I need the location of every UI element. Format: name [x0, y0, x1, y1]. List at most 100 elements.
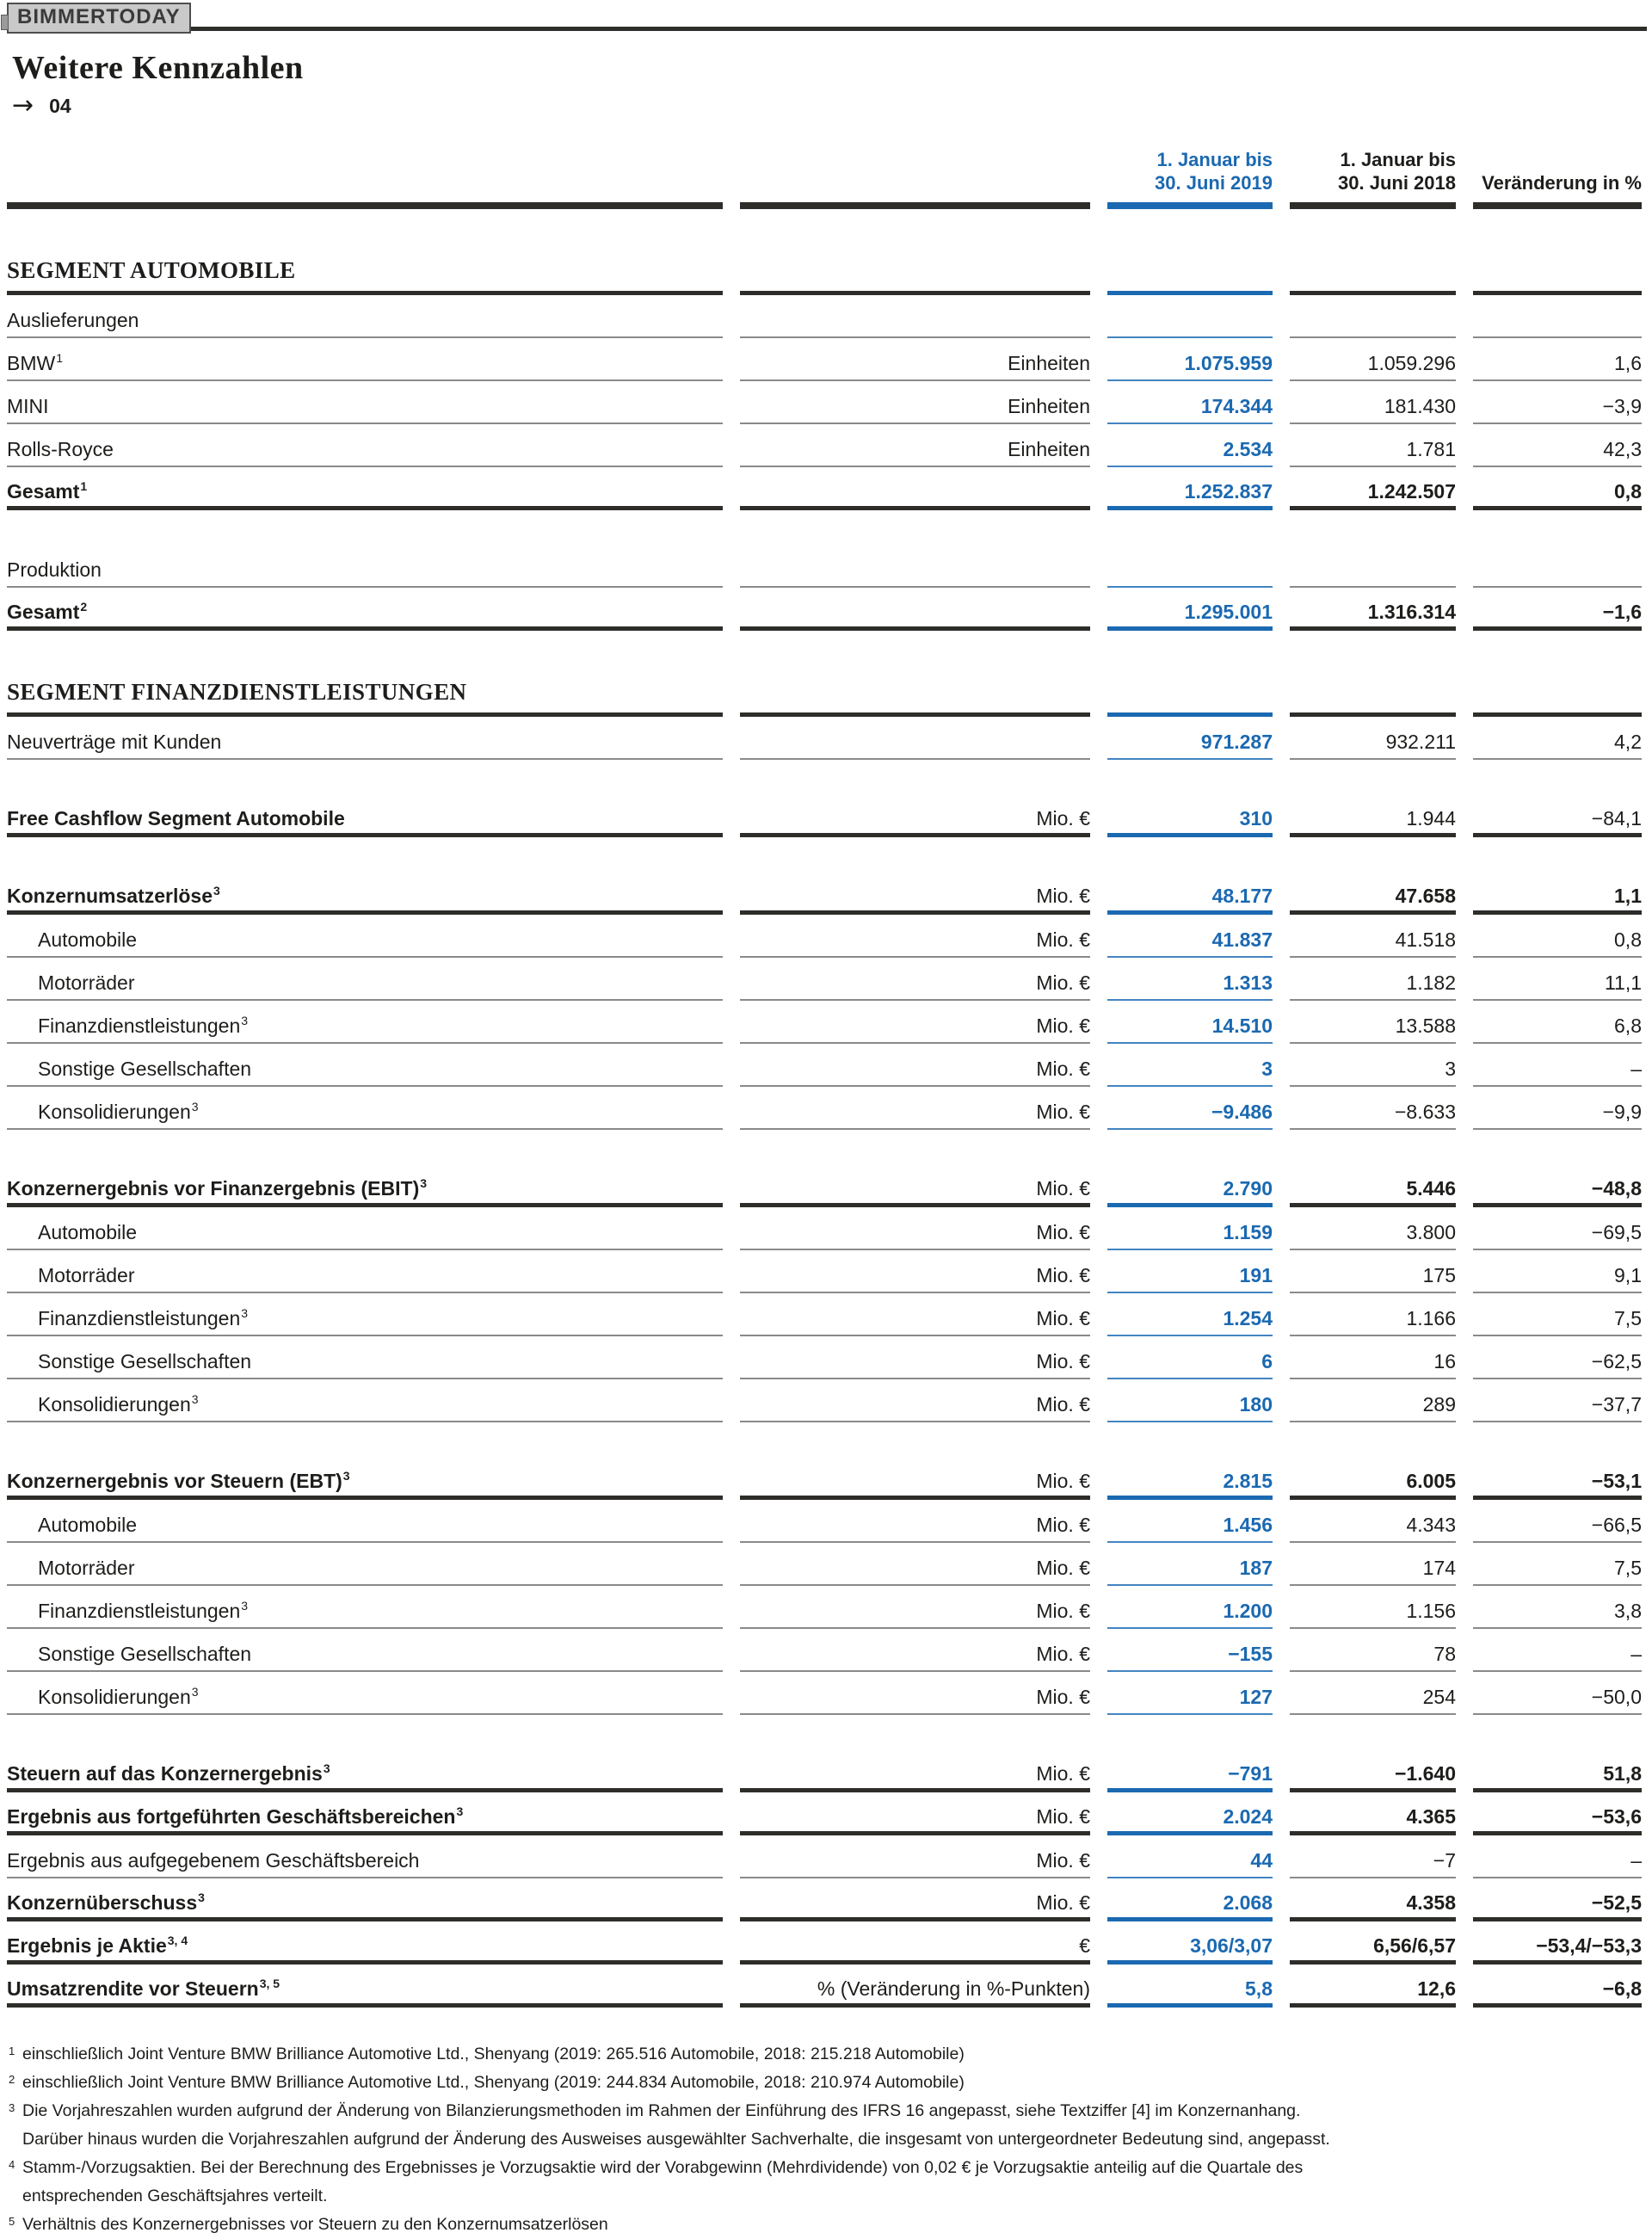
value-2018-cell: 174: [1290, 1543, 1456, 1586]
label-cell: Konsolidierungen3: [7, 1672, 723, 1715]
unit-cell: Mio. €: [740, 1586, 1090, 1629]
column-header-2018: 1. Januar bis 30. Juni 2018: [1290, 147, 1456, 209]
value-2018-cell: 3.800: [1290, 1207, 1456, 1250]
value-change-cell: −6,8: [1473, 1965, 1642, 2008]
section-rule-2019: [1107, 670, 1273, 717]
row-label: Finanzdienstleistungen3: [38, 1014, 249, 1037]
row-label: Produktion: [7, 558, 102, 581]
footnote-ref: 3: [213, 884, 220, 898]
bimmertoday-badge: BIMMERTODAY: [1, 3, 191, 34]
row-label: Sonstige Gesellschaften: [38, 1643, 252, 1665]
unit-cell: Mio. €: [740, 1044, 1090, 1087]
row-label: Konsolidierungen3: [38, 1685, 199, 1708]
label-cell: Gesamt2: [7, 588, 723, 631]
value-2019-cell: −9.486: [1107, 1087, 1273, 1130]
value-change-cell: 42,3: [1473, 424, 1642, 467]
value-2019-cell: 3,06/3,07: [1107, 1921, 1273, 1965]
label-cell: Finanzdienstleistungen3: [7, 1293, 723, 1336]
unit-cell: Mio. €: [740, 1629, 1090, 1672]
unit-cell: [740, 588, 1090, 631]
row-label: Konzernergebnis vor Steuern (EBT)3: [7, 1469, 350, 1492]
value-2018-cell: 1.182: [1290, 958, 1456, 1001]
table-row: Steuern auf das Konzernergebnis3 Mio. € −7…: [7, 1749, 1647, 1792]
value-change-cell: –: [1473, 1835, 1642, 1878]
row-label: Motorräder: [38, 1264, 135, 1286]
footnote: 2 einschließlich Joint Venture BMW Brilli…: [7, 2069, 1647, 2097]
table-row: Motorräder Mio. € 187 174 7,5: [7, 1543, 1647, 1586]
value-2018-cell: 181.430: [1290, 381, 1456, 424]
row-label: Automobile: [38, 1514, 138, 1536]
value-change-cell: −66,5: [1473, 1500, 1642, 1543]
label-cell: Steuern auf das Konzernergebnis3: [7, 1749, 723, 1792]
label-cell: Auslieferungen: [7, 295, 723, 338]
footnote-ref: 2: [80, 600, 88, 614]
value-2018-cell: 1.944: [1290, 794, 1456, 837]
footnote-ref: 3: [342, 1469, 350, 1483]
row-label: Konsolidierungen3: [38, 1100, 199, 1123]
table-column-headers: 1. Januar bis 30. Juni 2019 1. Januar bi…: [7, 147, 1647, 209]
value-change-cell: 1,1: [1473, 872, 1642, 915]
value-change-cell: −37,7: [1473, 1379, 1642, 1422]
unit-cell: Mio. €: [740, 1543, 1090, 1586]
row-label: Motorräder: [38, 971, 135, 994]
value-2019-cell: 1.075.959: [1107, 338, 1273, 381]
row-label: Automobile: [38, 1221, 138, 1243]
label-cell: Ergebnis aus aufgegebenem Geschäftsberei…: [7, 1835, 723, 1878]
value-2019-cell: 191: [1107, 1250, 1273, 1293]
row-label: Konzernergebnis vor Finanzergebnis (EBIT…: [7, 1176, 428, 1200]
value-2018-cell: 254: [1290, 1672, 1456, 1715]
value-change-cell: 6,8: [1473, 1001, 1642, 1044]
label-cell: Konzernumsatzerlöse3: [7, 872, 723, 915]
arrow-right-icon: →: [12, 90, 34, 120]
value-2018-cell: 5.446: [1290, 1164, 1456, 1207]
footnote-ref: 3: [241, 1599, 249, 1613]
value-2018-cell: 1.156: [1290, 1586, 1456, 1629]
value-2018-cell: 1.166: [1290, 1293, 1456, 1336]
row-label: Finanzdienstleistungen3: [38, 1306, 249, 1329]
footnote-ref: 3: [198, 1891, 205, 1905]
value-2019-cell: 2.024: [1107, 1792, 1273, 1835]
label-cell: Finanzdienstleistungen3: [7, 1001, 723, 1044]
row-label: MINI: [7, 395, 49, 417]
value-2018-cell: 12,6: [1290, 1965, 1456, 2008]
value-2019-cell: 1.200: [1107, 1586, 1273, 1629]
value-2019-cell: 1.252.837: [1107, 467, 1273, 510]
table-row: Konzernüberschuss3 Mio. € 2.068 4.358 −52,5: [7, 1878, 1647, 1921]
table-row: MINI Einheiten 174.344 181.430 −3,9: [7, 381, 1647, 424]
value-2019-cell: 1.295.001: [1107, 588, 1273, 631]
value-change-cell: [1473, 295, 1642, 338]
value-change-cell: −53,1: [1473, 1457, 1642, 1500]
page-title: Weitere Kennzahlen: [12, 50, 304, 86]
unit-cell: Mio. €: [740, 1749, 1090, 1792]
footnote-marker: 5: [9, 2215, 15, 2228]
value-2018-cell: 175: [1290, 1250, 1456, 1293]
footnote-line: Stamm-/Vorzugsaktien. Bei der Berechnung…: [22, 2158, 1304, 2177]
footnote: 5 Verhältnis des Konzernergebnisses vor S…: [7, 2211, 1647, 2239]
row-label: Sonstige Gesellschaften: [38, 1058, 252, 1080]
column-header-2019: 1. Januar bis 30. Juni 2019: [1107, 147, 1273, 209]
section-rule-2018: [1290, 249, 1456, 295]
section-rule-unit: [740, 670, 1090, 717]
value-change-cell: 4,2: [1473, 717, 1642, 760]
value-2018-cell: 3: [1290, 1044, 1456, 1087]
value-2019-cell: 187: [1107, 1543, 1273, 1586]
unit-cell: [740, 467, 1090, 510]
value-2019-cell: 127: [1107, 1672, 1273, 1715]
unit-cell: % (Veränderung in %-Punkten): [740, 1965, 1090, 2008]
row-label: Auslieferungen: [7, 309, 139, 331]
value-2019-cell: [1107, 295, 1273, 338]
row-label: Umsatzrendite vor Steuern3, 5: [7, 1977, 280, 2000]
value-change-cell: –: [1473, 1629, 1642, 1672]
footnote-marker: 1: [9, 2045, 15, 2057]
footnote: 3 Die Vorjahreszahlen wurden aufgrund der…: [7, 2097, 1647, 2154]
page-number: 04: [49, 94, 71, 117]
unit-cell: Einheiten: [740, 338, 1090, 381]
table-row: Gesamt2 1.295.001 1.316.314 −1,6: [7, 588, 1647, 631]
column-header-change: Veränderung in %: [1473, 147, 1642, 209]
section-heading: SEGMENT AUTOMOBILE: [7, 257, 296, 283]
row-label: Ergebnis aus aufgegebenem Geschäftsberei…: [7, 1849, 420, 1872]
masthead-rule: [7, 27, 1647, 31]
unit-cell: Mio. €: [740, 1336, 1090, 1379]
row-label: Gesamt2: [7, 600, 88, 623]
row-label: Rolls-Royce: [7, 438, 114, 460]
